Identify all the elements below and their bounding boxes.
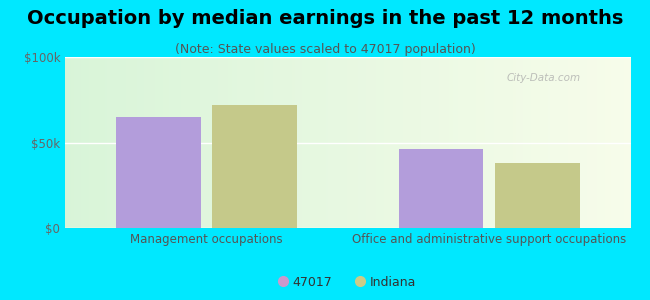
Bar [495,163,580,228]
Text: City-Data.com: City-Data.com [506,73,580,82]
Bar [212,105,297,228]
Bar [398,149,484,228]
Bar [116,117,201,228]
Text: Occupation by median earnings in the past 12 months: Occupation by median earnings in the pas… [27,9,623,28]
Text: (Note: State values scaled to 47017 population): (Note: State values scaled to 47017 popu… [175,44,475,56]
Legend: 47017, Indiana: 47017, Indiana [275,271,421,294]
